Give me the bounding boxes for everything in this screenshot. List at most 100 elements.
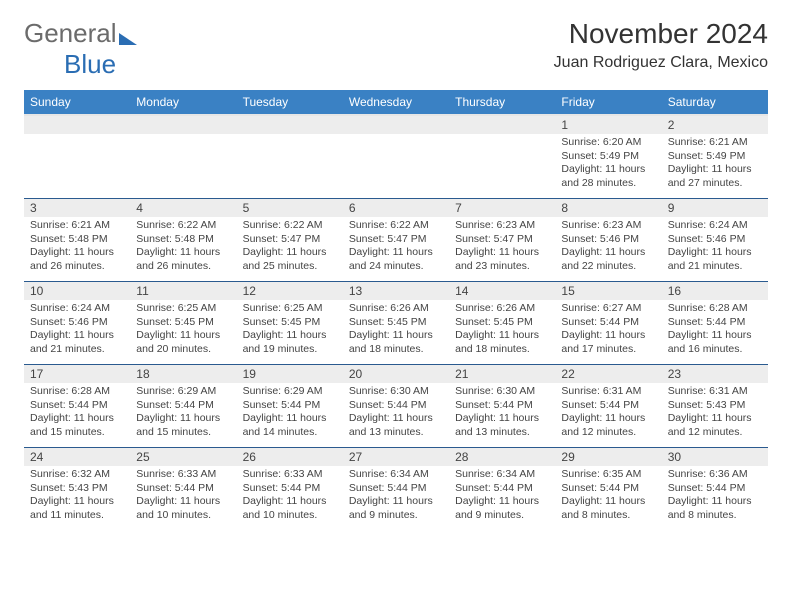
daylight: Daylight: 11 hours and 16 minutes. bbox=[668, 329, 762, 356]
calendar-cell: 27Sunrise: 6:34 AMSunset: 5:44 PMDayligh… bbox=[343, 448, 449, 531]
day-details: Sunrise: 6:33 AMSunset: 5:44 PMDaylight:… bbox=[237, 466, 343, 527]
calendar-cell: 17Sunrise: 6:28 AMSunset: 5:44 PMDayligh… bbox=[24, 365, 130, 448]
daylight: Daylight: 11 hours and 25 minutes. bbox=[243, 246, 337, 273]
day-details: Sunrise: 6:31 AMSunset: 5:43 PMDaylight:… bbox=[662, 383, 768, 444]
daylight: Daylight: 11 hours and 15 minutes. bbox=[30, 412, 124, 439]
sunrise: Sunrise: 6:29 AM bbox=[136, 385, 230, 399]
day-details: Sunrise: 6:26 AMSunset: 5:45 PMDaylight:… bbox=[449, 300, 555, 361]
daylight: Daylight: 11 hours and 21 minutes. bbox=[30, 329, 124, 356]
sunrise: Sunrise: 6:36 AM bbox=[668, 468, 762, 482]
daylight: Daylight: 11 hours and 10 minutes. bbox=[243, 495, 337, 522]
daylight: Daylight: 11 hours and 8 minutes. bbox=[668, 495, 762, 522]
day-details: Sunrise: 6:29 AMSunset: 5:44 PMDaylight:… bbox=[130, 383, 236, 444]
sunset: Sunset: 5:44 PM bbox=[668, 316, 762, 330]
sunrise: Sunrise: 6:27 AM bbox=[561, 302, 655, 316]
daylight: Daylight: 11 hours and 21 minutes. bbox=[668, 246, 762, 273]
day-details: Sunrise: 6:30 AMSunset: 5:44 PMDaylight:… bbox=[449, 383, 555, 444]
sunset: Sunset: 5:45 PM bbox=[136, 316, 230, 330]
calendar-cell bbox=[449, 115, 555, 199]
daylight: Daylight: 11 hours and 15 minutes. bbox=[136, 412, 230, 439]
daylight: Daylight: 11 hours and 23 minutes. bbox=[455, 246, 549, 273]
calendar-cell bbox=[130, 115, 236, 199]
sunset: Sunset: 5:44 PM bbox=[561, 482, 655, 496]
logo: GeneralBlue bbox=[24, 18, 137, 80]
calendar-cell: 11Sunrise: 6:25 AMSunset: 5:45 PMDayligh… bbox=[130, 282, 236, 365]
sunrise: Sunrise: 6:22 AM bbox=[136, 219, 230, 233]
sunrise: Sunrise: 6:33 AM bbox=[136, 468, 230, 482]
calendar-cell: 13Sunrise: 6:26 AMSunset: 5:45 PMDayligh… bbox=[343, 282, 449, 365]
sunset: Sunset: 5:47 PM bbox=[243, 233, 337, 247]
calendar-cell bbox=[24, 115, 130, 199]
sunrise: Sunrise: 6:22 AM bbox=[243, 219, 337, 233]
day-details: Sunrise: 6:34 AMSunset: 5:44 PMDaylight:… bbox=[449, 466, 555, 527]
calendar-cell: 14Sunrise: 6:26 AMSunset: 5:45 PMDayligh… bbox=[449, 282, 555, 365]
daylight: Daylight: 11 hours and 18 minutes. bbox=[455, 329, 549, 356]
sunset: Sunset: 5:46 PM bbox=[561, 233, 655, 247]
day-details: Sunrise: 6:21 AMSunset: 5:48 PMDaylight:… bbox=[24, 217, 130, 278]
logo-text: GeneralBlue bbox=[24, 18, 137, 80]
sunset: Sunset: 5:45 PM bbox=[455, 316, 549, 330]
sunset: Sunset: 5:44 PM bbox=[455, 399, 549, 413]
calendar-cell: 7Sunrise: 6:23 AMSunset: 5:47 PMDaylight… bbox=[449, 199, 555, 282]
day-details: Sunrise: 6:21 AMSunset: 5:49 PMDaylight:… bbox=[662, 134, 768, 195]
daylight: Daylight: 11 hours and 13 minutes. bbox=[455, 412, 549, 439]
sunrise: Sunrise: 6:23 AM bbox=[455, 219, 549, 233]
day-number: 8 bbox=[555, 199, 661, 217]
daylight: Daylight: 11 hours and 18 minutes. bbox=[349, 329, 443, 356]
sunrise: Sunrise: 6:20 AM bbox=[561, 136, 655, 150]
calendar-cell: 6Sunrise: 6:22 AMSunset: 5:47 PMDaylight… bbox=[343, 199, 449, 282]
sunset: Sunset: 5:43 PM bbox=[668, 399, 762, 413]
day-details: Sunrise: 6:24 AMSunset: 5:46 PMDaylight:… bbox=[24, 300, 130, 361]
day-number: 7 bbox=[449, 199, 555, 217]
calendar: SundayMondayTuesdayWednesdayThursdayFrid… bbox=[24, 90, 768, 530]
calendar-cell: 9Sunrise: 6:24 AMSunset: 5:46 PMDaylight… bbox=[662, 199, 768, 282]
day-number: 30 bbox=[662, 448, 768, 466]
sunrise: Sunrise: 6:22 AM bbox=[349, 219, 443, 233]
day-details: Sunrise: 6:24 AMSunset: 5:46 PMDaylight:… bbox=[662, 217, 768, 278]
calendar-cell bbox=[343, 115, 449, 199]
day-number: 15 bbox=[555, 282, 661, 300]
daylight: Daylight: 11 hours and 28 minutes. bbox=[561, 163, 655, 190]
day-number: 11 bbox=[130, 282, 236, 300]
calendar-cell: 26Sunrise: 6:33 AMSunset: 5:44 PMDayligh… bbox=[237, 448, 343, 531]
calendar-cell: 22Sunrise: 6:31 AMSunset: 5:44 PMDayligh… bbox=[555, 365, 661, 448]
calendar-cell: 18Sunrise: 6:29 AMSunset: 5:44 PMDayligh… bbox=[130, 365, 236, 448]
calendar-cell: 2Sunrise: 6:21 AMSunset: 5:49 PMDaylight… bbox=[662, 115, 768, 199]
sunset: Sunset: 5:47 PM bbox=[455, 233, 549, 247]
sunrise: Sunrise: 6:24 AM bbox=[668, 219, 762, 233]
daylight: Daylight: 11 hours and 20 minutes. bbox=[136, 329, 230, 356]
weekday-header: Saturday bbox=[662, 90, 768, 115]
day-details: Sunrise: 6:22 AMSunset: 5:47 PMDaylight:… bbox=[343, 217, 449, 278]
calendar-row: 17Sunrise: 6:28 AMSunset: 5:44 PMDayligh… bbox=[24, 365, 768, 448]
day-details: Sunrise: 6:23 AMSunset: 5:47 PMDaylight:… bbox=[449, 217, 555, 278]
sunset: Sunset: 5:49 PM bbox=[668, 150, 762, 164]
daylight: Daylight: 11 hours and 17 minutes. bbox=[561, 329, 655, 356]
day-number: 9 bbox=[662, 199, 768, 217]
calendar-row: 24Sunrise: 6:32 AMSunset: 5:43 PMDayligh… bbox=[24, 448, 768, 531]
calendar-cell: 21Sunrise: 6:30 AMSunset: 5:44 PMDayligh… bbox=[449, 365, 555, 448]
sunset: Sunset: 5:47 PM bbox=[349, 233, 443, 247]
day-details: Sunrise: 6:25 AMSunset: 5:45 PMDaylight:… bbox=[237, 300, 343, 361]
day-details: Sunrise: 6:29 AMSunset: 5:44 PMDaylight:… bbox=[237, 383, 343, 444]
sunrise: Sunrise: 6:34 AM bbox=[455, 468, 549, 482]
daylight: Daylight: 11 hours and 12 minutes. bbox=[668, 412, 762, 439]
sunrise: Sunrise: 6:30 AM bbox=[349, 385, 443, 399]
calendar-cell: 3Sunrise: 6:21 AMSunset: 5:48 PMDaylight… bbox=[24, 199, 130, 282]
sunrise: Sunrise: 6:21 AM bbox=[30, 219, 124, 233]
day-number: 1 bbox=[555, 116, 661, 134]
sunset: Sunset: 5:49 PM bbox=[561, 150, 655, 164]
sunrise: Sunrise: 6:23 AM bbox=[561, 219, 655, 233]
day-number: 4 bbox=[130, 199, 236, 217]
sunrise: Sunrise: 6:24 AM bbox=[30, 302, 124, 316]
calendar-cell: 16Sunrise: 6:28 AMSunset: 5:44 PMDayligh… bbox=[662, 282, 768, 365]
sunrise: Sunrise: 6:31 AM bbox=[668, 385, 762, 399]
daylight: Daylight: 11 hours and 27 minutes. bbox=[668, 163, 762, 190]
sunrise: Sunrise: 6:21 AM bbox=[668, 136, 762, 150]
weekday-header-row: SundayMondayTuesdayWednesdayThursdayFrid… bbox=[24, 90, 768, 115]
day-details: Sunrise: 6:33 AMSunset: 5:44 PMDaylight:… bbox=[130, 466, 236, 527]
calendar-row: 10Sunrise: 6:24 AMSunset: 5:46 PMDayligh… bbox=[24, 282, 768, 365]
calendar-row: 1Sunrise: 6:20 AMSunset: 5:49 PMDaylight… bbox=[24, 115, 768, 199]
day-details: Sunrise: 6:25 AMSunset: 5:45 PMDaylight:… bbox=[130, 300, 236, 361]
calendar-cell: 28Sunrise: 6:34 AMSunset: 5:44 PMDayligh… bbox=[449, 448, 555, 531]
location: Juan Rodriguez Clara, Mexico bbox=[554, 54, 768, 72]
